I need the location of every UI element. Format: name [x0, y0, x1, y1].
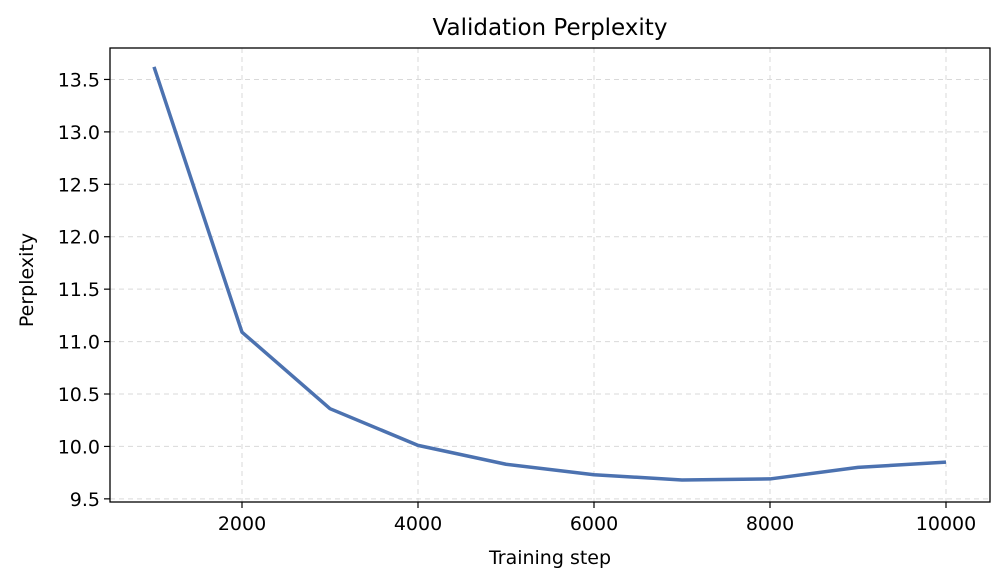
x-tick-label: 2000: [218, 513, 266, 535]
y-tick-label: 11.5: [58, 279, 100, 301]
grid: [110, 48, 990, 502]
x-axis-label: Training step: [488, 547, 611, 569]
plot-frame: [109, 47, 991, 503]
y-tick-label: 10.5: [58, 384, 100, 406]
y-tick-label: 13.0: [58, 122, 100, 144]
x-tick-label: 8000: [746, 513, 794, 535]
x-tick-label: 10000: [916, 513, 976, 535]
y-axis: 9.5 10.0 10.5 11.0 11.5 12.0 12.5 13.0 13.5: [58, 69, 110, 511]
series-line: [152, 66, 947, 482]
x-tick-label: 6000: [570, 513, 618, 535]
y-tick-label: 10.0: [58, 436, 100, 458]
x-tick-label: 4000: [394, 513, 442, 535]
x-axis: 2000 4000 6000 8000 10000: [218, 502, 976, 535]
y-axis-label: Perplexity: [16, 233, 38, 327]
y-tick-label: 12.5: [58, 174, 100, 196]
y-tick-label: 9.5: [70, 489, 100, 511]
chart-title: Validation Perplexity: [433, 15, 668, 41]
y-tick-label: 11.0: [58, 332, 100, 354]
y-tick-label: 12.0: [58, 227, 100, 249]
y-tick-label: 13.5: [58, 69, 100, 91]
series-layer: [152, 66, 947, 482]
